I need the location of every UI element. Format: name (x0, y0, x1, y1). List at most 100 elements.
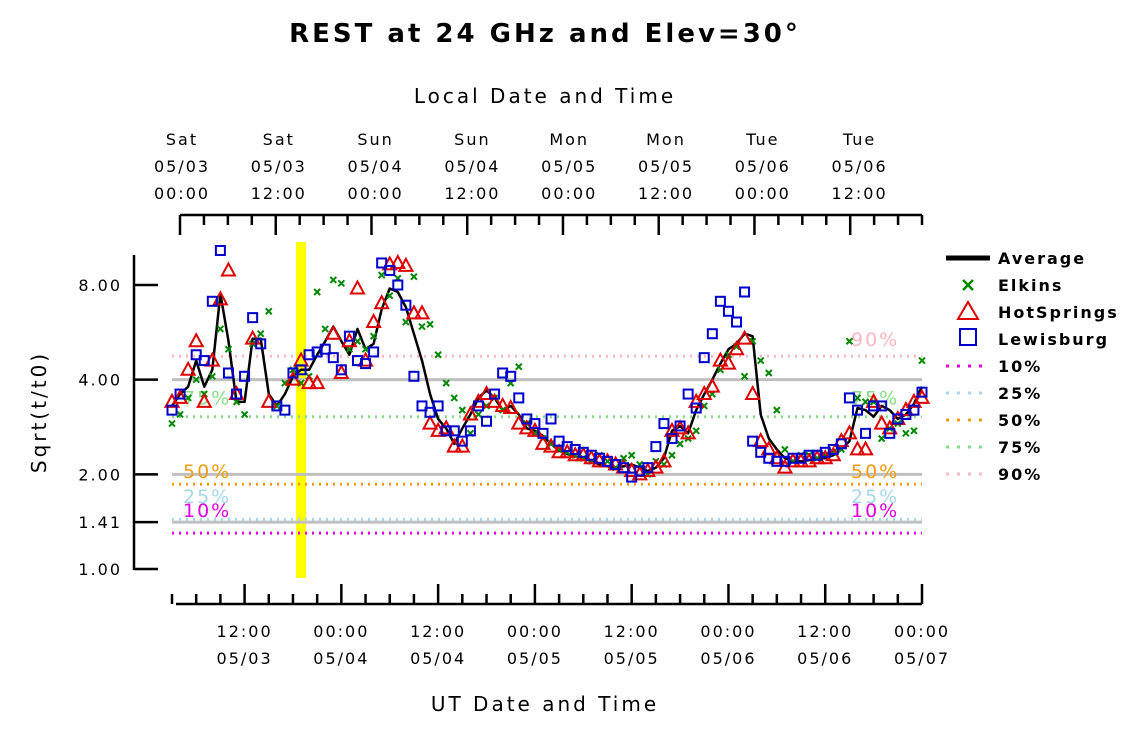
x2-tick-date-0: 05/03 (154, 157, 210, 176)
legend-90pct-label: 90% (998, 465, 1042, 484)
point-elkins-91 (902, 429, 910, 438)
point-hotsprings-18 (349, 279, 366, 295)
x-tick-date-5: 05/06 (700, 649, 756, 668)
x2-tick-date-4: 05/05 (541, 157, 597, 176)
point-hotsprings-20 (365, 312, 382, 329)
point-lewisburg-62 (682, 388, 694, 400)
point-lewisburg-2 (190, 349, 202, 361)
point-lewisburg-0 (166, 404, 178, 416)
point-lewisburg-44 (537, 427, 549, 439)
point-lewisburg-28 (408, 370, 420, 382)
x-tick-time-5: 00:00 (700, 622, 756, 641)
point-lewisburg-38 (489, 388, 501, 400)
point-elkins-9 (240, 410, 249, 419)
axes: 1.00 1.41 2.00 4.00 8.00 12:00 05/03 00:00 05/04… (78, 130, 948, 668)
x2-tick-time-0: 00:00 (154, 184, 210, 203)
point-lewisburg-41 (513, 392, 525, 404)
x2-tick-day-3: Sun (454, 130, 490, 149)
point-lewisburg-4 (206, 295, 218, 307)
point-lewisburg-81 (835, 438, 847, 450)
legend-50pct-label: 50% (998, 411, 1042, 430)
point-lewisburg-8 (239, 370, 251, 382)
x2-tick-date-1: 05/03 (251, 157, 307, 176)
point-lewisburg-43 (529, 418, 541, 430)
point-hotsprings-56 (655, 452, 673, 468)
point-hotsprings-4 (196, 392, 213, 408)
point-elkins-27 (386, 291, 394, 300)
x2-tick-time-3: 12:00 (444, 184, 500, 203)
point-hotsprings-21 (373, 294, 390, 310)
point-lewisburg-27 (400, 299, 412, 311)
x2-tick-date-3: 05/04 (444, 157, 500, 176)
point-elkins-6 (216, 325, 225, 333)
x2-tick-day-2: Sun (357, 130, 393, 149)
point-lewisburg-91 (916, 386, 928, 398)
percentile-label-right-4: 90% (851, 329, 899, 351)
point-lewisburg-69 (739, 286, 751, 298)
point-lewisburg-55 (626, 471, 638, 483)
point-elkins-20 (329, 276, 337, 284)
point-lewisburg-29 (416, 400, 428, 412)
point-lewisburg-70 (747, 435, 759, 447)
point-lewisburg-54 (618, 462, 630, 474)
point-hotsprings-27 (421, 414, 439, 430)
point-hotsprings-63 (712, 351, 729, 367)
x-tick-time-6: 12:00 (797, 622, 853, 641)
x-tick-date-0: 05/03 (217, 649, 273, 668)
point-hotsprings-79 (841, 424, 858, 440)
legend-75pct-label: 75% (998, 438, 1042, 457)
point-lewisburg-5 (214, 244, 226, 256)
x2-tick-time-7: 12:00 (832, 184, 888, 203)
point-elkins-92 (910, 427, 918, 435)
x2-tick-date-5: 05/05 (638, 157, 694, 176)
x2-tick-date-2: 05/04 (348, 157, 404, 176)
point-elkins-2 (184, 394, 192, 402)
point-elkins-86 (861, 398, 870, 406)
percentile-label-right-1: 25% (851, 486, 899, 508)
point-hotsprings-81 (857, 440, 874, 456)
x2-tick-day-5: Mon (646, 130, 686, 149)
point-elkins-63 (676, 440, 684, 448)
point-elkins-36 (458, 406, 467, 414)
point-lewisburg-14 (295, 364, 307, 376)
point-lewisburg-12 (279, 404, 291, 416)
point-lewisburg-10 (255, 338, 267, 350)
x2-tick-time-2: 00:00 (348, 184, 404, 203)
y-tick-label-0: 1.00 (78, 560, 122, 579)
point-lewisburg-9 (247, 312, 259, 324)
point-lewisburg-22 (360, 358, 372, 370)
point-elkins-7 (224, 345, 233, 353)
x2-tick-date-7: 05/06 (832, 157, 888, 176)
point-hotsprings-14 (308, 374, 326, 390)
x2-tick-time-1: 12:00 (251, 184, 307, 203)
point-lewisburg-1 (174, 388, 186, 400)
x-tick-time-3: 00:00 (507, 622, 563, 641)
percentile-label-left-0: 10% (183, 500, 231, 522)
point-lewisburg-80 (827, 443, 839, 455)
x-tick-date-4: 05/05 (604, 649, 660, 668)
percentile-label-right-0: 10% (851, 500, 899, 522)
point-elkins-74 (765, 369, 773, 377)
point-lewisburg-59 (658, 418, 670, 430)
point-elkins-38 (474, 410, 483, 419)
y-tick-label-2: 2.00 (78, 465, 122, 484)
x-tick-date-1: 05/04 (313, 649, 369, 668)
point-lewisburg-63 (690, 402, 702, 414)
x2-tick-day-0: Sat (166, 130, 198, 149)
point-elkins-0 (168, 419, 176, 428)
point-elkins-18 (313, 288, 321, 296)
point-hotsprings-25 (405, 304, 423, 320)
point-lewisburg-61 (674, 420, 686, 432)
point-elkins-57 (627, 451, 636, 459)
point-lewisburg-83 (851, 404, 863, 416)
point-hotsprings-66 (736, 329, 753, 345)
point-elkins-25 (369, 332, 378, 340)
point-lewisburg-34 (456, 435, 468, 447)
point-hotsprings-62 (704, 377, 721, 393)
point-hotsprings-11 (284, 370, 302, 386)
point-lewisburg-36 (472, 400, 484, 412)
point-hotsprings-65 (728, 340, 745, 356)
point-hotsprings-64 (720, 354, 737, 370)
point-lewisburg-33 (448, 425, 460, 437)
point-elkins-21 (337, 279, 346, 288)
